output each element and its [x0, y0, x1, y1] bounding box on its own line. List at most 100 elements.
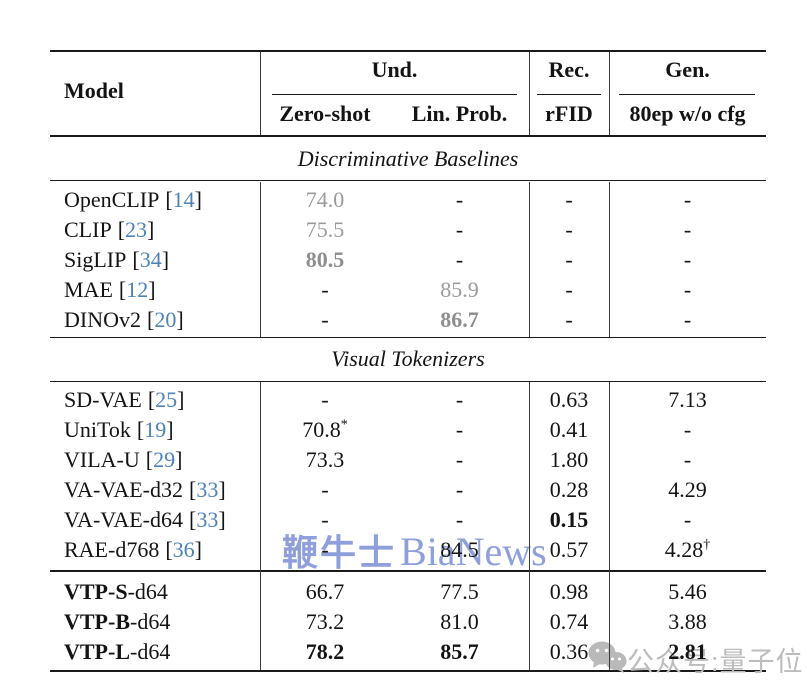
- table-row-unitok: UniTok [19] 70.8* - 0.41 -: [50, 415, 766, 445]
- model-name: CLIP: [64, 217, 112, 242]
- zero-shot-value: 70.8*: [302, 416, 348, 442]
- bianews-watermark-latin: BiaNews: [400, 529, 547, 574]
- header-rfid: rFID: [545, 101, 593, 126]
- rule-above-vtp: [50, 570, 766, 572]
- section-title-tokenizers: Visual Tokenizers: [331, 346, 485, 371]
- table-row-vtp-s: VTP-S-d64 66.7 77.5 0.98 5.46: [50, 577, 766, 607]
- header-80ep: 80ep w/o cfg: [629, 101, 746, 126]
- rfid-value: 0.15: [549, 507, 589, 532]
- citation: [23]: [117, 217, 155, 242]
- table-row-vtp-l: VTP-L-d64 78.2 85.7 0.36 2.81: [50, 637, 766, 667]
- model-name-cell: VTP-S-d64: [50, 577, 260, 607]
- col-separator: [609, 382, 610, 670]
- model-name-bold: VTP-L: [64, 639, 130, 664]
- gen-value: 3.88: [668, 609, 707, 634]
- zero-shot-value: 74.0: [305, 187, 345, 212]
- header-group-und: Und.: [371, 57, 418, 82]
- citation: [19]: [136, 417, 174, 442]
- gen-value: -: [683, 417, 692, 442]
- rfid-value: 0.28: [549, 477, 589, 502]
- zero-shot-value: -: [321, 277, 329, 302]
- model-name-cell: CLIP [23]: [50, 215, 260, 245]
- col-separator: [609, 182, 610, 337]
- model-name-suffix: -d64: [130, 609, 171, 634]
- lin-prob-value: 84.5: [440, 537, 479, 562]
- citation-number: 34: [139, 247, 162, 272]
- qbitai-watermark: 公众号:量子位: [627, 647, 804, 677]
- rule-above-tokenizers-title: [50, 337, 766, 338]
- citation-number: 25: [155, 387, 178, 412]
- model-name: RAE-d768: [64, 537, 160, 562]
- rfid-value: -: [565, 187, 573, 212]
- citation: [29]: [145, 447, 183, 472]
- table-row-clip: CLIP [23] 75.5 - - -: [50, 215, 766, 245]
- table-row-vtp-b: VTP-B-d64 73.2 81.0 0.74 3.88: [50, 607, 766, 637]
- section-title-discriminative: Discriminative Baselines: [297, 146, 519, 171]
- zero-shot-value: -: [321, 387, 329, 412]
- header-lin-prob: Lin. Prob.: [411, 101, 508, 126]
- citation-number: 14: [172, 187, 195, 212]
- citation: [33]: [188, 477, 226, 502]
- rfid-value: 0.63: [549, 387, 589, 412]
- model-name-cell: SD-VAE [25]: [50, 385, 260, 415]
- rfid-value: -: [565, 277, 573, 302]
- model-name: SD-VAE: [64, 387, 142, 412]
- zero-shot-value: 73.3: [305, 447, 345, 472]
- table-row-va-vae-d64: VA-VAE-d64 [33] - - 0.15 -: [50, 505, 766, 535]
- col-separator: [260, 52, 261, 135]
- rfid-value: -: [565, 247, 573, 272]
- zero-shot-value: -: [321, 507, 329, 532]
- citation: [36]: [165, 537, 202, 562]
- rfid-value: 0.41: [549, 417, 589, 442]
- header-group-gen: Gen.: [665, 57, 710, 82]
- model-name-cell: VA-VAE-d64 [33]: [50, 505, 260, 535]
- table-row-dinov2: DINOv2 [20] - 86.7 - -: [50, 305, 766, 335]
- gen-value: -: [683, 217, 692, 242]
- rfid-value: 0.36: [549, 639, 589, 664]
- gen-value: -: [683, 507, 692, 532]
- rfid-value: 1.80: [549, 447, 589, 472]
- gen-value: 4.28†: [664, 536, 711, 562]
- col-separator: [260, 182, 261, 337]
- model-name-cell: VTP-L-d64: [50, 637, 260, 667]
- table-row-siglip: SigLIP [34] 80.5 - - -: [50, 245, 766, 275]
- gen-value: -: [683, 447, 692, 472]
- rule-below-discriminative-title: [50, 180, 766, 181]
- citation-number: 33: [196, 477, 219, 502]
- dagger-marker: †: [703, 536, 711, 553]
- gen-value: -: [683, 247, 692, 272]
- gen-value: 7.13: [668, 387, 707, 412]
- table-row-sd-vae: SD-VAE [25] - - 0.63 7.13: [50, 385, 766, 415]
- col-separator: [529, 182, 530, 337]
- gen-value: 4.29: [668, 477, 707, 502]
- citation-number: 19: [144, 417, 167, 442]
- gen-value: 2.81: [668, 639, 707, 664]
- table-row-openclip: OpenCLIP [14] 74.0 - - -: [50, 185, 766, 215]
- col-separator: [529, 52, 530, 135]
- model-name-cell: OpenCLIP [14]: [50, 185, 260, 215]
- model-name: VA-VAE-d64: [64, 507, 183, 532]
- bianews-watermark-cjk: 鞭牛士: [282, 532, 397, 573]
- gen-value: -: [683, 277, 692, 302]
- col-separator: [260, 382, 261, 670]
- zero-shot-value: 73.2: [305, 609, 345, 634]
- rule-bottom: [50, 670, 766, 672]
- lin-prob-value: -: [455, 507, 464, 532]
- citation: [14]: [165, 187, 202, 212]
- zero-shot-value: 80.5: [305, 247, 345, 272]
- lin-prob-value: -: [455, 247, 464, 272]
- model-name: UniTok: [64, 417, 131, 442]
- lin-prob-value: 81.0: [440, 609, 479, 634]
- model-name: SigLIP: [64, 247, 127, 272]
- citation: [34]: [132, 247, 170, 272]
- lin-prob-value: 77.5: [440, 579, 479, 604]
- cmidrule-rec: [537, 94, 601, 95]
- model-name: VA-VAE-d32: [64, 477, 183, 502]
- zero-shot-value: 78.2: [305, 639, 345, 664]
- asterisk-marker: *: [340, 416, 348, 433]
- citation-number: 33: [196, 507, 219, 532]
- lin-prob-value: -: [455, 387, 464, 412]
- rule-below-header: [50, 135, 766, 137]
- header-group-rec: Rec.: [548, 57, 590, 82]
- zero-shot-value: -: [321, 477, 329, 502]
